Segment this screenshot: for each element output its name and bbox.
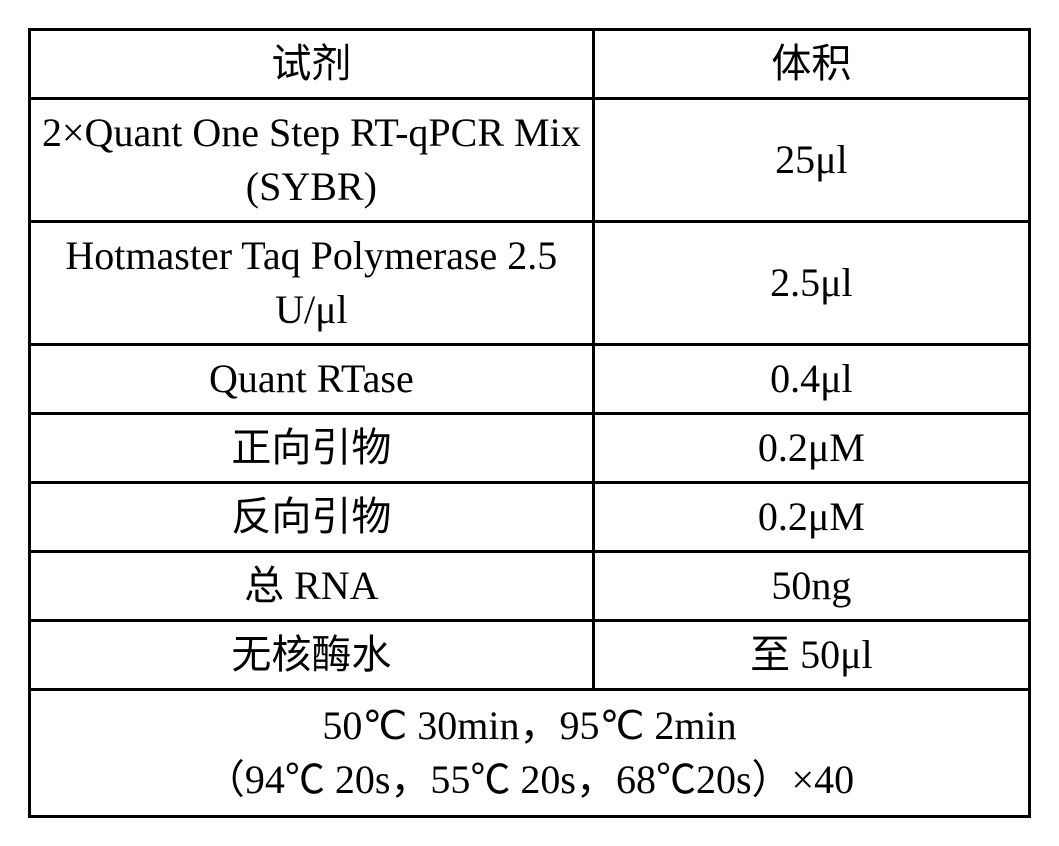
table-row: 正向引物 0.2μM: [30, 414, 1030, 483]
volume-cell: 0.2μM: [593, 483, 1029, 552]
thermal-line-2: （94℃ 20s，55℃ 20s，68℃20s）×40: [205, 757, 854, 802]
table-row: Quant RTase 0.4μl: [30, 345, 1030, 414]
reagent-cell: 无核酶水: [30, 621, 594, 690]
reagent-cell: 总 RNA: [30, 552, 594, 621]
table-row: Hotmaster Taq Polymerase 2.5 U/μl 2.5μl: [30, 222, 1030, 345]
volume-cell: 2.5μl: [593, 222, 1029, 345]
reagent-cell: Hotmaster Taq Polymerase 2.5 U/μl: [30, 222, 594, 345]
header-volume: 体积: [593, 30, 1029, 99]
thermal-line-1: 50℃ 30min，95℃ 2min: [322, 703, 736, 748]
header-reagent: 试剂: [30, 30, 594, 99]
table-row: 无核酶水 至 50μl: [30, 621, 1030, 690]
volume-cell: 0.4μl: [593, 345, 1029, 414]
volume-cell: 50ng: [593, 552, 1029, 621]
reagent-cell: Quant RTase: [30, 345, 594, 414]
table-row: 反向引物 0.2μM: [30, 483, 1030, 552]
volume-cell: 25μl: [593, 99, 1029, 222]
table-header-row: 试剂 体积: [30, 30, 1030, 99]
reagent-cell: 正向引物: [30, 414, 594, 483]
volume-cell: 至 50μl: [593, 621, 1029, 690]
table-row: 2×Quant One Step RT-qPCR Mix (SYBR) 25μl: [30, 99, 1030, 222]
table-footer-row: 50℃ 30min，95℃ 2min （94℃ 20s，55℃ 20s，68℃2…: [30, 690, 1030, 817]
reagent-cell: 2×Quant One Step RT-qPCR Mix (SYBR): [30, 99, 594, 222]
reagent-cell: 反向引物: [30, 483, 594, 552]
volume-cell: 0.2μM: [593, 414, 1029, 483]
table-row: 总 RNA 50ng: [30, 552, 1030, 621]
thermal-conditions: 50℃ 30min，95℃ 2min （94℃ 20s，55℃ 20s，68℃2…: [30, 690, 1030, 817]
reagent-table: 试剂 体积 2×Quant One Step RT-qPCR Mix (SYBR…: [28, 28, 1031, 818]
